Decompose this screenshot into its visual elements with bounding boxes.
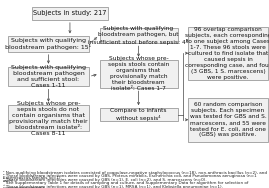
Text: ² These bloodstream infections were caused by GBS, Proteus mirabilis, Escherichi: ² These bloodstream infections were caus… [3,174,256,183]
Text: 60 random comparison
subjects. Each specimen
was tested for GBS and S.
marcescen: 60 random comparison subjects. Each spec… [190,102,266,137]
Text: Subjects with qualifying
bloodstream pathogen: 15¹: Subjects with qualifying bloodstream pat… [5,38,91,50]
Text: Subjects whose pre-
sepsis stools contain
organisms that
provisionally match
the: Subjects whose pre- sepsis stools contai… [108,56,169,91]
Text: 96 overlap comparison
subjects, each corresponding
to one subject among Cases
1-: 96 overlap comparison subjects, each cor… [185,27,269,80]
FancyBboxPatch shape [8,67,89,86]
FancyBboxPatch shape [188,98,268,142]
Text: Subjects in study: 217: Subjects in study: 217 [33,10,107,16]
Text: ³ These bloodstream infections were caused by GBS (n=1), E. coli (n=2), and S. m: ³ These bloodstream infections were caus… [3,178,206,183]
Text: Subjects with qualifying
bloodstream pathogen
and sufficient stool:
Cases 1-11: Subjects with qualifying bloodstream pat… [11,65,86,88]
FancyBboxPatch shape [8,36,89,52]
FancyBboxPatch shape [100,108,178,121]
FancyBboxPatch shape [8,105,89,131]
Text: ⁴ See Supplementary Table 1 for details of sampling and culture, and Supplementa: ⁴ See Supplementary Table 1 for details … [3,181,248,188]
FancyBboxPatch shape [100,28,178,43]
Text: Subjects with qualifying
bloodstream pathogen, but
insufficient stool before sep: Subjects with qualifying bloodstream pat… [89,26,189,45]
FancyBboxPatch shape [100,60,178,88]
Text: ¹ Non-qualifying bloodstream isolates consisted of coagulase-negative staphyloco: ¹ Non-qualifying bloodstream isolates co… [3,171,267,180]
Text: ⁵ These bloodstream infections were caused by GBS (n=1), MRSA (n=1), and Klebsie: ⁵ These bloodstream infections were caus… [3,185,222,188]
FancyBboxPatch shape [188,27,268,80]
Text: Compare to infants
without sepsis⁴: Compare to infants without sepsis⁴ [110,108,167,121]
FancyBboxPatch shape [32,7,108,20]
Text: Subjects whose pre-
sepsis stools do not
contain organisms that
provisionally ma: Subjects whose pre- sepsis stools do not… [9,101,88,136]
